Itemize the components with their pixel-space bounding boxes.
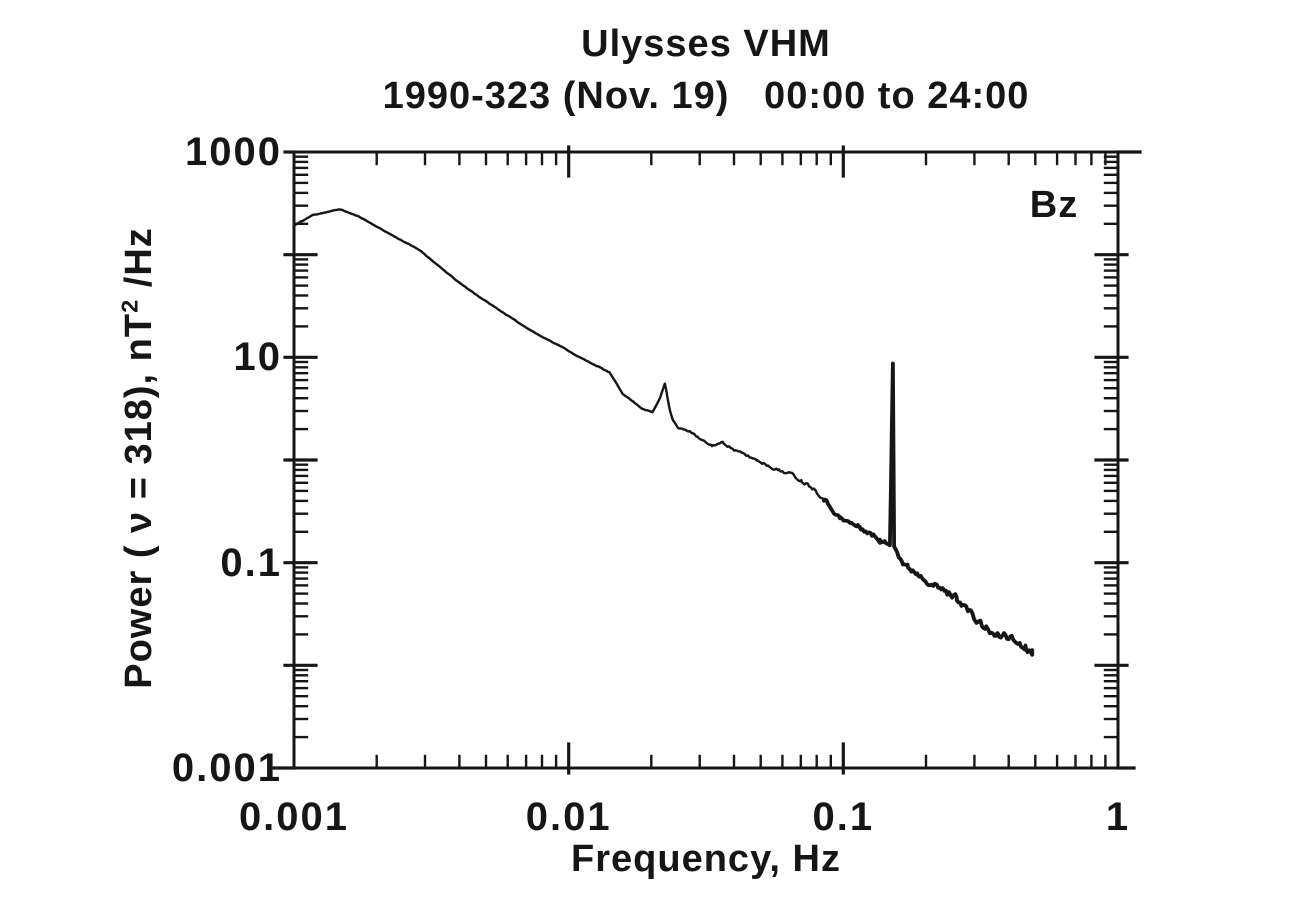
y-tick-label-0.1: 0.1 <box>220 540 282 585</box>
spectrum-curve-tail <box>822 361 1035 657</box>
chart-subtitle: 1990-323 (Nov. 19) 00:00 to 24:00 <box>382 75 1030 117</box>
y-tick-label-0.001: 0.001 <box>171 746 282 790</box>
y-tick-label-10: 10 <box>233 335 282 380</box>
x-tick-label-0.1: 0.1 <box>812 795 875 839</box>
x-tick-label-0.01: 0.01 <box>525 795 612 839</box>
spectrum-curve <box>292 208 826 502</box>
x-tick-label-1: 1 <box>1105 795 1131 839</box>
x-tick-label-0.001: 0.001 <box>238 795 350 839</box>
x-axis-label: Frequency, Hz <box>571 838 841 880</box>
chart-title: Ulysses VHM <box>581 23 831 65</box>
series-label-bz: Bz <box>1029 184 1079 226</box>
y-tick-label-1000: 1000 <box>185 130 282 174</box>
